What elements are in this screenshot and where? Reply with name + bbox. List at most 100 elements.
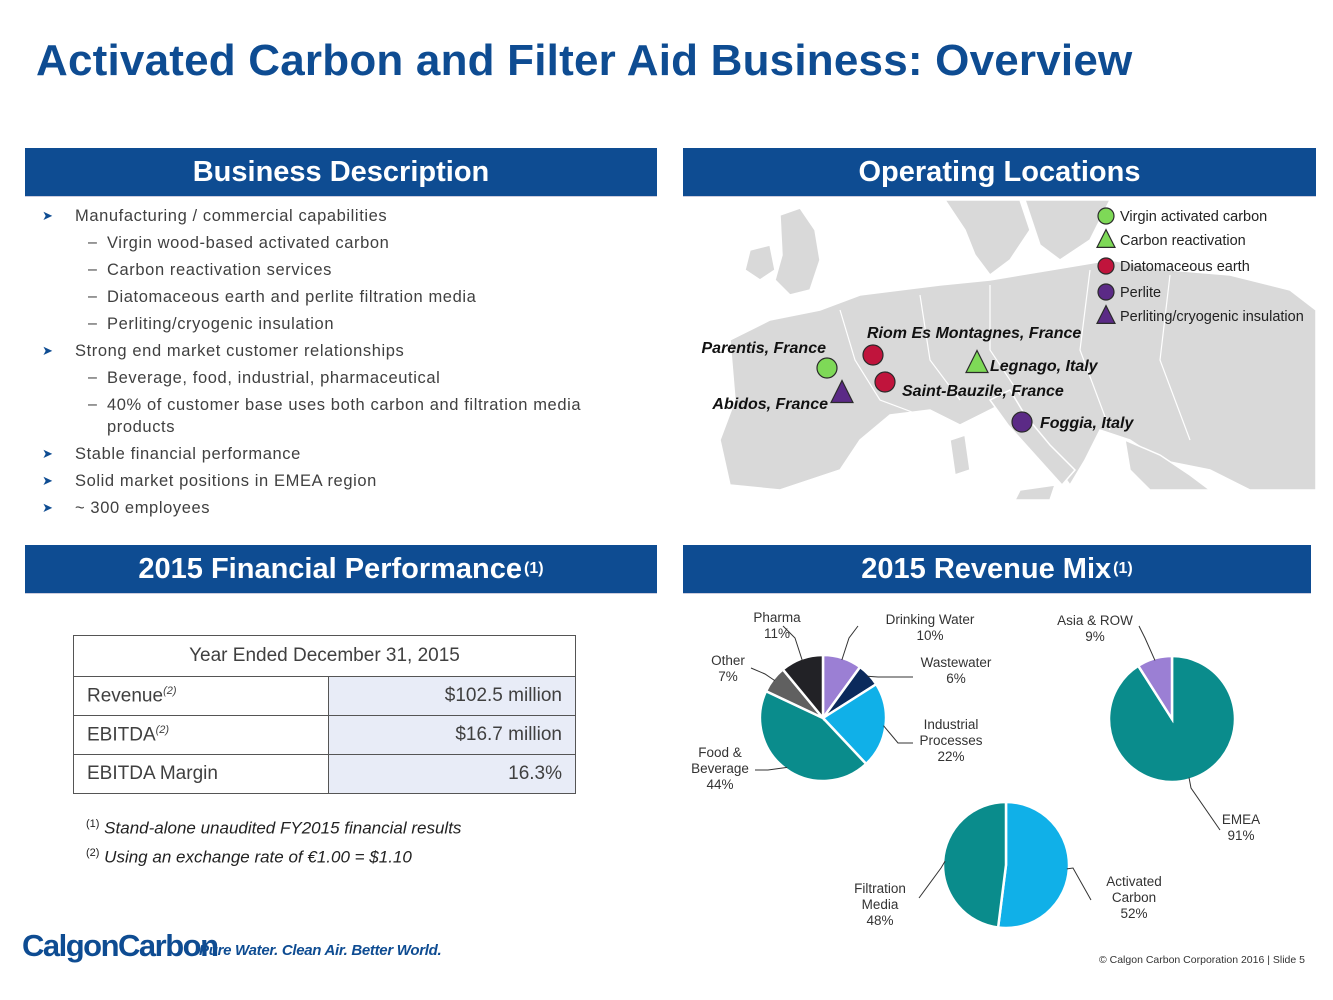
- location-label: Legnago, Italy: [990, 358, 1099, 375]
- tagline: Pure Water. Clean Air. Better World.: [199, 942, 442, 959]
- footnote-number: (1): [86, 818, 100, 830]
- footnote-number: (2): [86, 846, 100, 859]
- leader-line: [867, 675, 913, 678]
- copyright: © Calgon Carbon Corporation 2016 | Slide…: [1098, 954, 1305, 966]
- arrow-bullet-icon: ➤: [42, 343, 54, 358]
- business-description-list: ➤ Manufacturing / commercial capabilities…: [38, 205, 638, 524]
- leader-line: [883, 725, 913, 744]
- pie-slice: [758, 689, 868, 783]
- location-label: Saint-Bauzile, France: [902, 383, 1064, 400]
- logo-wordmark: CalgonCarbon: [22, 928, 219, 963]
- circle-marker-icon: [816, 357, 838, 379]
- bullet-text: Perliting/cryogenic insulation: [107, 315, 335, 333]
- pie-percent-label: 22%: [937, 749, 964, 764]
- dash-bullet-icon: –: [88, 396, 98, 413]
- table-row: EBITDA Margin 16.3%: [73, 754, 576, 794]
- legend-triangle-icon: [1096, 304, 1116, 325]
- pie-percent-label: 52%: [1120, 906, 1147, 921]
- pie-slice: [821, 682, 888, 766]
- pie-category-label: Industrial: [924, 717, 979, 732]
- metric-value: 16.3%: [328, 754, 576, 794]
- pie-percent-label: 11%: [764, 626, 790, 641]
- pie-percent-label: 44%: [706, 777, 733, 792]
- pie-category-label: Carbon: [1112, 890, 1156, 905]
- pie-slice: [941, 800, 1008, 929]
- bullet-text: ~ 300 employees: [75, 499, 211, 517]
- circle-marker-icon: [1011, 411, 1033, 433]
- circle-marker-icon: [862, 344, 884, 366]
- dash-bullet-icon: –: [88, 288, 98, 305]
- sub-bullet-item: –40% of customer base uses both carbon a…: [38, 394, 638, 438]
- footnote-ref: (1): [524, 560, 544, 577]
- leader-line: [918, 860, 946, 899]
- leader-line: [841, 625, 859, 661]
- metric-label: EBITDA Margin: [87, 763, 218, 784]
- bullet-text: Carbon reactivation services: [107, 261, 332, 279]
- sub-bullet-item: – Diatomaceous earth and perlite filtrati…: [38, 286, 638, 308]
- pie-category-label: Beverage: [691, 761, 749, 776]
- pie-category-label: Food &: [698, 745, 742, 760]
- sub-bullet-item: – Beverage, food, industrial, pharmaceuti…: [38, 367, 638, 389]
- location-label: Abidos, France: [711, 396, 828, 413]
- metric-label-cell: EBITDA Margin: [73, 754, 329, 794]
- footnote-text: Stand-alone unaudited FY2015 financial r…: [99, 818, 462, 838]
- pie-category-label: Drinking Water: [886, 612, 975, 627]
- bullet-item: ➤ Strong end market customer relationship…: [38, 340, 638, 362]
- operating-locations-title: Operating Locations: [858, 155, 1141, 188]
- footnote-text: Using an exchange rate of €1.00 = $1.10: [99, 847, 412, 867]
- metric-label: EBITDA: [87, 724, 156, 746]
- business-description-title: Business Description: [192, 155, 490, 188]
- leader-line: [750, 667, 776, 682]
- leader-line: [1188, 777, 1221, 831]
- footnotes: (1) Stand-alone unaudited FY2015 financi…: [86, 818, 461, 875]
- legend-label: Perliting/cryogenic insulation: [1120, 309, 1304, 325]
- triangle-marker-icon: [830, 379, 854, 404]
- bullet-text: Beverage, food, industrial, pharmaceutic…: [107, 369, 441, 387]
- financial-table-header: Year Ended December 31, 2015: [73, 635, 576, 677]
- arrow-bullet-icon: ➤: [42, 473, 54, 488]
- footnote-ref: (2): [155, 723, 170, 736]
- pie-category-label: Pharma: [753, 610, 801, 625]
- sub-bullet-item: – Carbon reactivation services: [38, 259, 638, 281]
- pie-percent-label: 48%: [866, 913, 893, 928]
- pie-category-label: Media: [862, 897, 899, 912]
- metric-value: $16.7 million: [328, 715, 576, 755]
- bullet-text: Solid market positions in EMEA region: [75, 472, 377, 490]
- legend-label: Virgin activated carbon: [1120, 209, 1267, 225]
- metric-value: $102.5 million: [328, 676, 576, 716]
- pie-category-label: EMEA: [1222, 812, 1260, 827]
- legend-label: Perlite: [1120, 285, 1161, 301]
- pie-percent-label: 9%: [1085, 629, 1105, 644]
- arrow-bullet-icon: ➤: [42, 208, 54, 223]
- revenue-mix-charts: Drinking Water10%Wastewater6%IndustrialP…: [691, 610, 1260, 930]
- map-landmass: [719, 200, 1316, 500]
- footnote: (2) Using an exchange rate of €1.00 = $1…: [86, 847, 461, 868]
- metric-label-cell: Revenue(2): [73, 676, 329, 716]
- dash-bullet-icon: –: [88, 369, 98, 386]
- financial-performance-header: 2015 Financial Performance (1): [25, 545, 657, 593]
- pie-percent-label: 91%: [1227, 828, 1254, 843]
- legend-triangle-icon: [1096, 228, 1116, 249]
- leader-line: [1066, 867, 1092, 901]
- pie-percent-label: 10%: [916, 628, 943, 643]
- pie-category-label: Activated: [1106, 874, 1162, 889]
- leader-line: [1138, 625, 1156, 661]
- bullet-item: ➤ ~ 300 employees: [38, 497, 638, 519]
- bullet-text: Manufacturing / commercial capabilities: [75, 207, 388, 225]
- pie-category-label: Filtration: [854, 881, 906, 896]
- revenue-mix-header: 2015 Revenue Mix (1): [683, 545, 1311, 593]
- page-title: Activated Carbon and Filter Aid Business…: [36, 36, 1133, 85]
- pie-percent-label: 6%: [946, 671, 966, 686]
- revenue-mix-title: 2015 Revenue Mix: [861, 552, 1112, 585]
- leader-line: [782, 625, 803, 661]
- bullet-text: Stable financial performance: [75, 445, 301, 463]
- pie-percent-label: 7%: [718, 669, 738, 684]
- bullet-text: Strong end market customer relationships: [75, 342, 405, 360]
- arrow-bullet-icon: ➤: [42, 446, 54, 461]
- bullet-item: ➤ Stable financial performance: [38, 443, 638, 465]
- pie-category-label: Other: [711, 653, 745, 668]
- bullet-text: 40% of customer base uses both carbon an…: [107, 396, 582, 436]
- leader-line: [755, 766, 788, 771]
- footnote: (1) Stand-alone unaudited FY2015 financi…: [86, 818, 461, 839]
